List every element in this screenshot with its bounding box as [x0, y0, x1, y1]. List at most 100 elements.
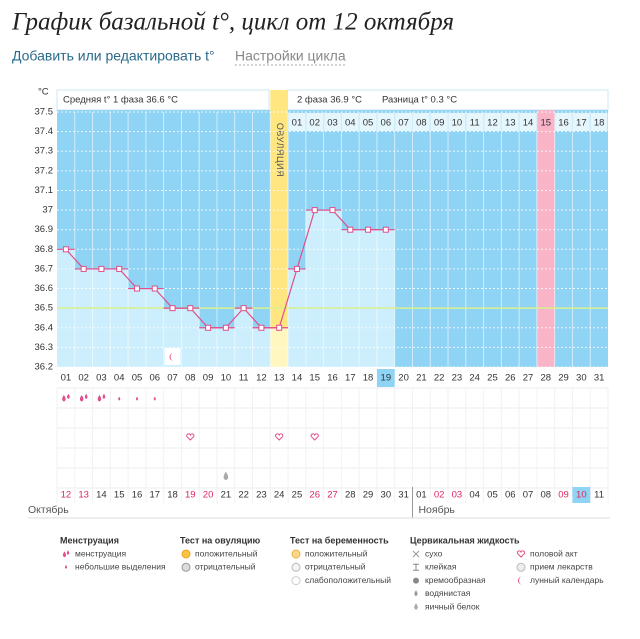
temp-point [222, 324, 229, 331]
y-tick-label: 36.4 [35, 322, 54, 333]
temp-point [98, 265, 105, 272]
temp-point [293, 265, 300, 272]
legend-icon [291, 576, 301, 586]
y-tick-label: 36.7 [35, 263, 54, 274]
temp-bar [74, 268, 93, 367]
temp-bar [323, 210, 342, 367]
post-ovulation-day: 11 [470, 118, 480, 129]
legend-item: половой акт [530, 548, 578, 558]
temp-bar [270, 327, 289, 367]
legend-icon [413, 577, 419, 584]
date-label: 03 [452, 490, 463, 501]
temp-point [329, 207, 336, 214]
temp-point [347, 226, 354, 233]
legend-item: клейкая [425, 562, 457, 572]
x-tick-label: 03 [96, 373, 107, 384]
date-label: 02 [434, 490, 445, 501]
x-tick-label: 21 [416, 373, 427, 384]
post-ovulation-day: 10 [452, 118, 463, 129]
y-tick-label: 36.3 [35, 342, 54, 353]
moon-icon [518, 576, 522, 585]
x-tick-label: 24 [469, 373, 480, 384]
y-tick-label: 36.9 [35, 224, 54, 235]
post-ovulation-cell [501, 113, 519, 131]
legend-item: водянистая [425, 588, 471, 598]
legend-icon [413, 563, 419, 571]
post-ovulation-day: 15 [541, 118, 552, 129]
sex-icon [275, 433, 284, 441]
x-tick-label: 06 [149, 373, 160, 384]
legend-title: Тест на беременность [290, 535, 389, 545]
date-label: 14 [96, 490, 107, 501]
menstruation-icon [102, 393, 106, 399]
phase2: 2 фаза 36.9 °C [297, 95, 362, 106]
date-label: 08 [541, 490, 552, 501]
menstruation-icon [84, 393, 88, 399]
x-tick-label: 29 [558, 373, 569, 384]
menstruation-icon [97, 395, 102, 402]
x-tick-label: 19 [381, 373, 392, 384]
legend-icon [414, 590, 418, 597]
month-label: Ноябрь [418, 504, 455, 516]
x-tick-label: 26 [505, 373, 516, 384]
legend-title: Тест на овуляцию [180, 535, 261, 545]
x-tick-label: 11 [239, 373, 249, 384]
selected-day [376, 369, 395, 387]
post-ovulation-cell [341, 113, 359, 131]
sex-icon [516, 550, 526, 558]
x-tick-label: 02 [78, 373, 89, 384]
legend-item: лунный календарь [530, 575, 604, 585]
date-label: 15 [114, 490, 125, 501]
temp-point [169, 305, 176, 312]
spotting-icon [118, 396, 121, 401]
pink-column [536, 110, 555, 367]
temp-point [116, 265, 123, 272]
legend-item: отрицательный [195, 562, 256, 572]
x-tick-label: 31 [594, 373, 605, 384]
temp-point [62, 246, 69, 253]
edit-link[interactable]: Добавить или редактировать t° [12, 48, 215, 64]
post-ovulation-day: 09 [434, 118, 445, 129]
x-tick-label: 18 [363, 373, 374, 384]
temp-bar [181, 308, 200, 367]
phase1: Средняя t° 1 фаза 36.6 °C [63, 95, 178, 106]
post-ovulation-cell [359, 113, 377, 131]
temp-point [258, 324, 265, 331]
x-tick-label: 28 [541, 373, 552, 384]
temp-bar [288, 268, 306, 367]
x-tick-label: 01 [61, 373, 72, 384]
x-tick-label: 27 [523, 373, 534, 384]
temp-bar [92, 268, 111, 367]
post-ovulation-cell [555, 113, 572, 131]
x-tick-label: 10 [221, 373, 232, 384]
difference: Разница t° 0.3 °C [382, 95, 457, 106]
post-ovulation-day: 16 [558, 118, 569, 129]
moon-icon [169, 353, 174, 361]
date-label: 22 [238, 490, 249, 501]
spotting-icon [135, 396, 139, 401]
legend-item: кремообразная [425, 575, 486, 585]
post-ovulation-day: 04 [345, 118, 356, 129]
month-label: Октябрь [28, 504, 69, 516]
y-tick-label: 36.2 [35, 362, 54, 373]
date-label: 07 [523, 490, 534, 501]
legend-item: слабоположительный [305, 575, 391, 585]
x-tick-label: 08 [185, 373, 196, 384]
temp-point [382, 226, 389, 233]
date-label: 20 [203, 490, 214, 501]
y-tick-label: 37 [42, 205, 53, 216]
x-tick-label: 04 [114, 373, 125, 384]
legend-item: прием лекарств [530, 562, 593, 572]
temp-point [80, 265, 87, 272]
post-ovulation-day: 05 [363, 118, 374, 129]
legend-icon [181, 549, 191, 559]
date-label: 31 [398, 490, 409, 501]
post-ovulation-day: 14 [523, 118, 534, 129]
legend-icon [62, 551, 67, 558]
date-label: 23 [256, 490, 267, 501]
y-tick-label: 36.8 [35, 244, 54, 255]
x-tick-label: 22 [434, 373, 445, 384]
date-label: 29 [363, 490, 374, 501]
settings-link[interactable]: Настройки цикла [235, 48, 346, 64]
date-label: 12 [61, 490, 72, 501]
